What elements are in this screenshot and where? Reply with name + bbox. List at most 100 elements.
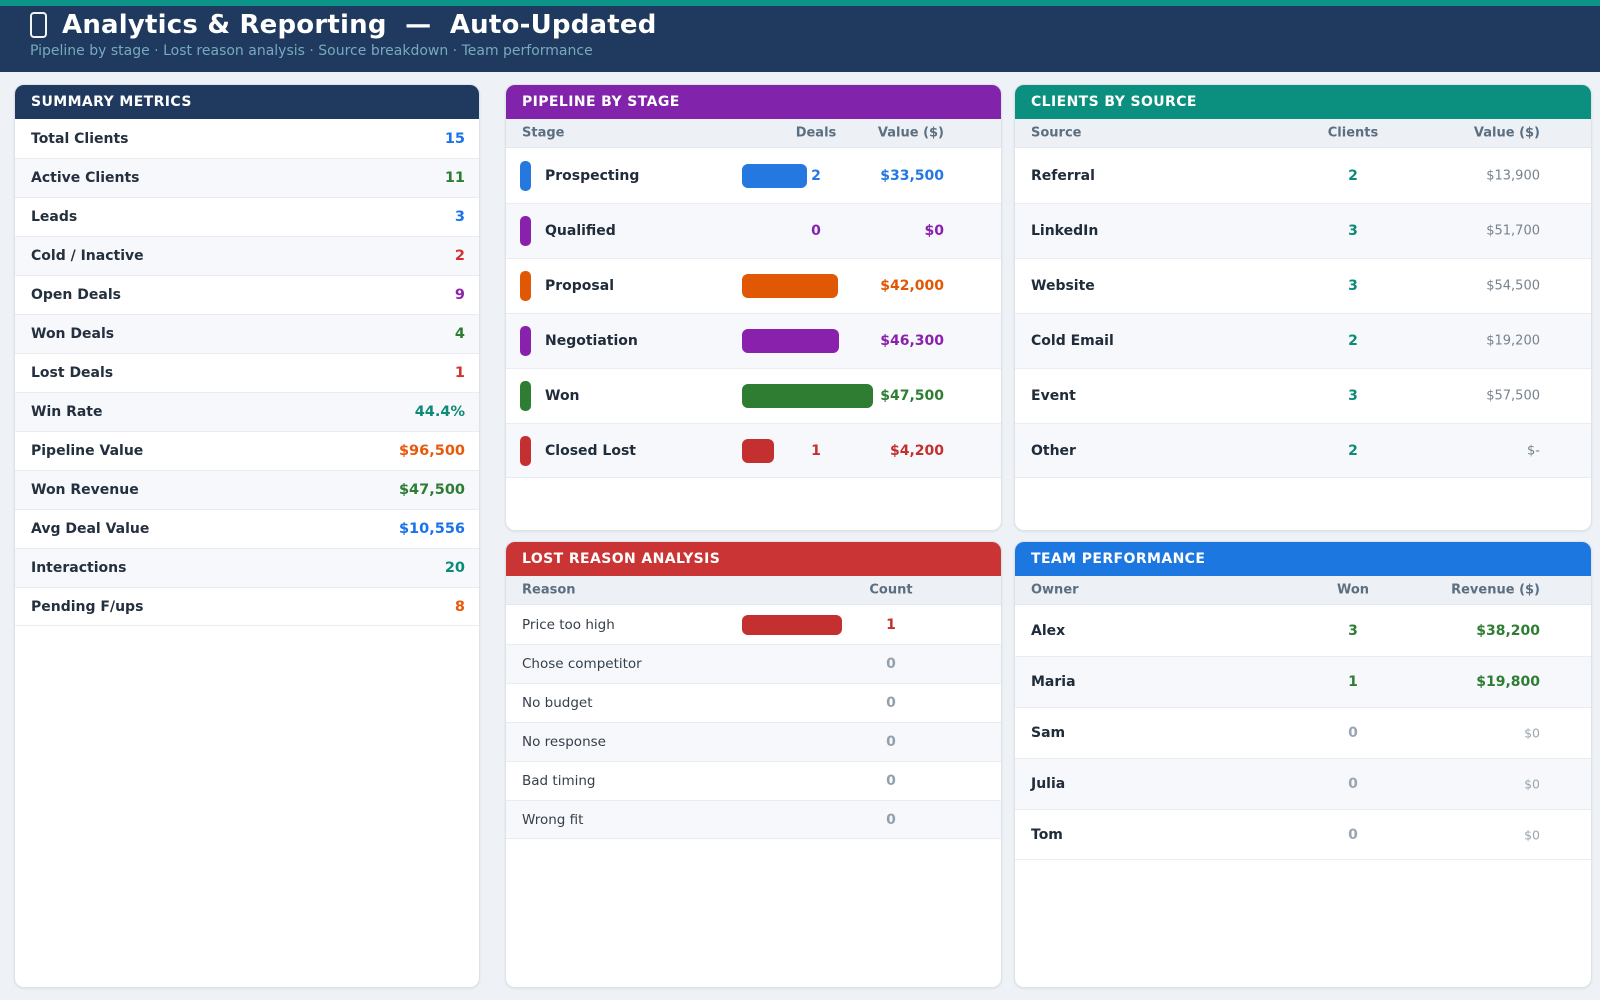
- metric-label: Lost Deals: [31, 365, 113, 381]
- lost-reason-row: Wrong fit 0: [506, 800, 1001, 839]
- column-header-value: Value ($): [878, 126, 944, 141]
- owner-revenue: $0: [1524, 827, 1540, 842]
- metric-label: Pending F/ups: [31, 599, 143, 615]
- clients-column-headers: Source Clients Value ($): [1015, 119, 1591, 148]
- metric-label: Active Clients: [31, 170, 139, 186]
- summary-metric-row: Cold / Inactive 2: [15, 236, 479, 275]
- team-member-row: Julia 0 $0: [1015, 758, 1591, 809]
- owner-revenue: $0: [1524, 777, 1540, 792]
- app-header: Analytics & Reporting — Auto-Updated Pip…: [0, 0, 1600, 72]
- chart-emoji-icon: [30, 12, 47, 38]
- won-count: 1: [1328, 674, 1378, 690]
- reason-label: No budget: [522, 695, 593, 711]
- column-header-stage: Stage: [522, 126, 564, 141]
- lost-reason-row: No budget 0: [506, 683, 1001, 722]
- metric-label: Win Rate: [31, 404, 103, 420]
- metric-value: 11: [445, 170, 465, 186]
- pipeline-row: Proposal $42,000: [506, 258, 1001, 313]
- stage-color-indicator: [520, 216, 531, 246]
- pipeline-row: Negotiation $46,300: [506, 313, 1001, 368]
- summary-metric-row: Leads 3: [15, 197, 479, 236]
- summary-metric-row: Interactions 20: [15, 548, 479, 587]
- stage-value: $46,300: [880, 333, 944, 349]
- source-value: $54,500: [1486, 279, 1540, 294]
- deals-bar: [742, 384, 873, 408]
- lost-reason-table: Price too high 1 Chose competitor 0 No b…: [506, 605, 1001, 839]
- reason-count-bar: [742, 615, 842, 635]
- metric-value: $96,500: [399, 443, 465, 459]
- clients-by-source-table: Referral 2 $13,900 LinkedIn 3 $51,700 We…: [1015, 148, 1591, 478]
- page-title: Analytics & Reporting — Auto-Updated: [62, 10, 657, 40]
- source-label: Event: [1031, 388, 1076, 404]
- summary-metric-row: Pending F/ups 8: [15, 587, 479, 626]
- column-header-source: Source: [1031, 126, 1081, 141]
- won-count: 0: [1328, 725, 1378, 741]
- summary-metric-row: Won Revenue $47,500: [15, 470, 479, 509]
- metric-value: 4: [455, 326, 465, 342]
- column-header-clients: Clients: [1313, 126, 1393, 141]
- metric-label: Total Clients: [31, 131, 128, 147]
- stage-label: Negotiation: [545, 333, 638, 349]
- deals-bar: [742, 439, 774, 463]
- metric-value: 1: [455, 365, 465, 381]
- stage-color-indicator: [520, 381, 531, 411]
- page-subtitle: Pipeline by stage · Lost reason analysis…: [30, 43, 1600, 59]
- client-source-row: Referral 2 $13,900: [1015, 148, 1591, 203]
- pipeline-column-headers: Stage Deals Value ($): [506, 119, 1001, 148]
- stage-color-indicator: [520, 161, 531, 191]
- lost-reason-row: Price too high 1: [506, 605, 1001, 644]
- deals-count: 0: [791, 223, 841, 239]
- client-source-row: Other 2 $-: [1015, 423, 1591, 478]
- source-value: $-: [1527, 443, 1540, 458]
- deals-bar: [742, 164, 807, 188]
- stage-value: $0: [925, 223, 944, 239]
- source-value: $19,200: [1486, 334, 1540, 349]
- clients-count: 3: [1328, 223, 1378, 239]
- reason-count: 0: [866, 773, 916, 789]
- pipeline-row: Won $47,500: [506, 368, 1001, 423]
- metric-label: Won Revenue: [31, 482, 139, 498]
- metric-label: Avg Deal Value: [31, 521, 149, 537]
- client-source-row: LinkedIn 3 $51,700: [1015, 203, 1591, 258]
- pipeline-row: Closed Lost 1 $4,200: [506, 423, 1001, 478]
- source-value: $51,700: [1486, 224, 1540, 239]
- lost-reason-panel-title: LOST REASON ANALYSIS: [506, 542, 1001, 576]
- column-header-won: Won: [1313, 583, 1393, 598]
- summary-metric-row: Lost Deals 1: [15, 353, 479, 392]
- summary-metrics-panel: SUMMARY METRICS Total Clients 15 Active …: [14, 84, 480, 988]
- owner-revenue: $19,800: [1476, 674, 1540, 690]
- summary-metrics-title: SUMMARY METRICS: [15, 85, 479, 119]
- client-source-row: Event 3 $57,500: [1015, 368, 1591, 423]
- stage-color-indicator: [520, 271, 531, 301]
- source-value: $57,500: [1486, 389, 1540, 404]
- stage-color-indicator: [520, 436, 531, 466]
- owner-revenue: $38,200: [1476, 623, 1540, 639]
- pipeline-row: Prospecting 2 $33,500: [506, 148, 1001, 203]
- column-header-revenue: Revenue ($): [1451, 583, 1540, 598]
- metric-label: Open Deals: [31, 287, 121, 303]
- deals-count: 1: [791, 443, 841, 459]
- reason-count: 0: [866, 695, 916, 711]
- metric-label: Interactions: [31, 560, 126, 576]
- dashboard-grid: SUMMARY METRICS Total Clients 15 Active …: [0, 72, 1600, 988]
- client-source-row: Cold Email 2 $19,200: [1015, 313, 1591, 368]
- clients-count: 2: [1328, 333, 1378, 349]
- clients-count: 3: [1328, 388, 1378, 404]
- deals-bar: [742, 329, 839, 353]
- metric-value: 15: [445, 131, 465, 147]
- reason-count: 1: [866, 617, 916, 633]
- reason-label: Chose competitor: [522, 656, 642, 672]
- metric-value: 20: [445, 560, 465, 576]
- won-count: 3: [1328, 623, 1378, 639]
- team-member-row: Sam 0 $0: [1015, 707, 1591, 758]
- team-member-row: Alex 3 $38,200: [1015, 605, 1591, 656]
- source-label: LinkedIn: [1031, 223, 1098, 239]
- owner-name: Sam: [1031, 725, 1065, 741]
- reason-label: Wrong fit: [522, 812, 583, 828]
- pipeline-by-stage-panel: PIPELINE BY STAGE Stage Deals Value ($) …: [505, 84, 1002, 531]
- source-label: Other: [1031, 443, 1076, 459]
- column-header-value: Value ($): [1474, 126, 1540, 141]
- owner-name: Alex: [1031, 623, 1065, 639]
- lost-reason-row: Chose competitor 0: [506, 644, 1001, 683]
- summary-metric-row: Avg Deal Value $10,556: [15, 509, 479, 548]
